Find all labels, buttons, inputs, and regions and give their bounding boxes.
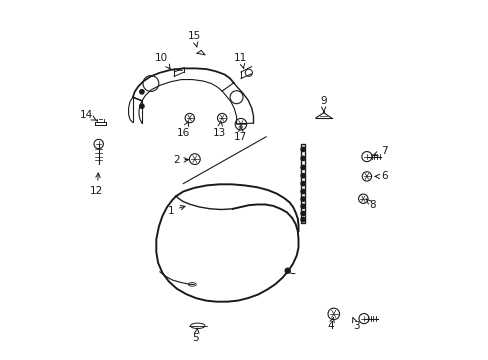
Circle shape: [301, 181, 305, 186]
Text: 3: 3: [352, 318, 359, 331]
Circle shape: [140, 104, 144, 108]
Text: 9: 9: [320, 96, 326, 112]
Text: 16: 16: [176, 122, 189, 138]
Circle shape: [301, 174, 305, 178]
Text: 15: 15: [187, 31, 200, 47]
Circle shape: [301, 217, 305, 222]
Text: 8: 8: [366, 199, 375, 210]
Text: 5: 5: [192, 328, 199, 343]
Text: 10: 10: [155, 53, 170, 69]
Circle shape: [301, 147, 305, 152]
Text: 6: 6: [374, 171, 387, 181]
Circle shape: [301, 204, 305, 208]
Circle shape: [301, 165, 305, 170]
Circle shape: [301, 211, 305, 216]
Text: 2: 2: [172, 155, 188, 165]
Text: 7: 7: [373, 146, 387, 156]
Text: 1: 1: [167, 206, 184, 216]
Circle shape: [285, 268, 289, 273]
Circle shape: [140, 90, 144, 94]
Circle shape: [301, 197, 305, 201]
Circle shape: [301, 189, 305, 194]
Text: 14: 14: [80, 110, 96, 120]
Circle shape: [301, 156, 305, 161]
Text: 4: 4: [327, 318, 333, 331]
Text: 12: 12: [90, 173, 103, 196]
Text: 13: 13: [212, 122, 225, 138]
Text: 17: 17: [234, 126, 247, 142]
Text: 11: 11: [234, 53, 247, 68]
